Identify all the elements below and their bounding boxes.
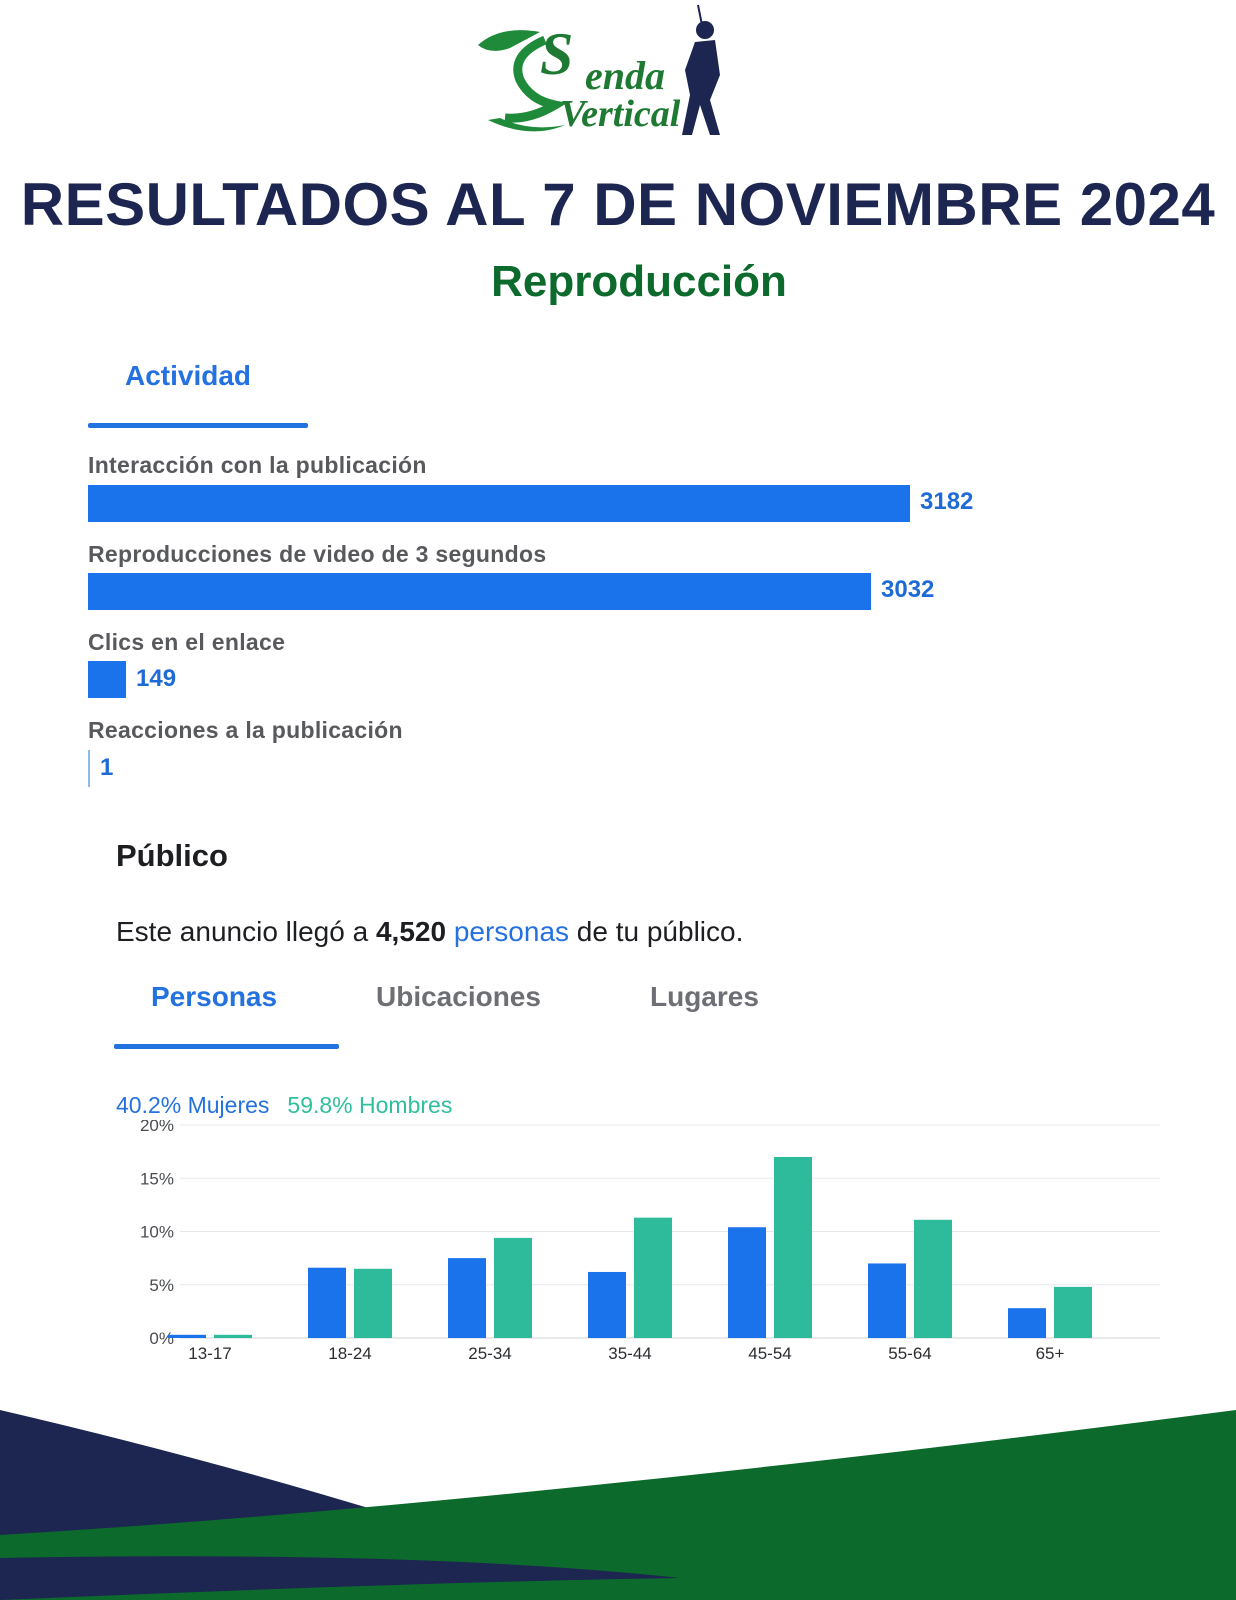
logo-line1: enda: [585, 53, 665, 98]
metric-bar-reproducciones: [88, 573, 871, 610]
tab-lugares[interactable]: Lugares: [650, 981, 759, 1012]
metric-value-clics: 149: [136, 665, 177, 692]
x-tick-label: 45-54: [748, 1344, 791, 1363]
gender-split: 40.2% Mujeres 59.8% Hombres: [116, 1092, 452, 1119]
reach-personas-link[interactable]: personas: [453, 916, 570, 947]
metric-value-interaccion: 3182: [920, 488, 974, 515]
reach-number: 4,520: [375, 916, 447, 947]
metric-bar-reacciones: [88, 750, 90, 787]
bar-mujeres-13-17: [168, 1334, 206, 1338]
y-tick-label: 20%: [140, 1120, 174, 1135]
reach-suffix: de tu público.: [576, 916, 744, 947]
bar-hombres-13-17: [214, 1334, 252, 1338]
bar-hombres-65+: [1054, 1286, 1092, 1338]
x-tick-label: 18-24: [328, 1344, 371, 1363]
x-tick-label: 13-17: [188, 1344, 231, 1363]
y-tick-label: 5%: [149, 1276, 174, 1295]
bar-hombres-45-54: [774, 1156, 812, 1338]
metric-bar-interaccion: [88, 485, 910, 522]
metric-bar-clics: [88, 661, 126, 698]
logo-line2: Vertical: [560, 93, 681, 135]
metric-label-interaccion: Interacción con la publicación: [88, 452, 427, 478]
women-percentage: 40.2% Mujeres: [116, 1092, 270, 1118]
x-tick-label: 35-44: [608, 1344, 651, 1363]
x-tick-label: 55-64: [888, 1344, 931, 1363]
page-subtitle: Reproducción: [491, 257, 787, 306]
bar-hombres-18-24: [354, 1268, 392, 1338]
metric-label-reacciones: Reacciones a la publicación: [88, 717, 403, 743]
bar-mujeres-25-34: [448, 1258, 486, 1338]
men-percentage: 59.8% Hombres: [287, 1092, 453, 1118]
reach-prefix: Este anuncio llegó a: [116, 916, 369, 947]
bar-hombres-35-44: [634, 1217, 672, 1338]
metric-value-reacciones: 1: [100, 754, 114, 781]
metric-label-clics: Clics en el enlace: [88, 629, 286, 655]
bar-mujeres-45-54: [728, 1227, 766, 1338]
bar-hombres-25-34: [494, 1237, 532, 1338]
age-gender-chart: 0% 5% 10% 15% 20% 13-17 18-24 25-34 35-44 45-54 55…: [140, 1120, 1160, 1363]
metric-value-reproducciones: 3032: [881, 576, 935, 603]
page-title: RESULTADOS AL 7 DE NOVIEMBRE 2024: [20, 171, 1216, 238]
logo-initial: S: [540, 21, 574, 87]
bar-mujeres-35-44: [588, 1271, 626, 1338]
bar-mujeres-18-24: [308, 1267, 346, 1338]
y-tick-label: 0%: [149, 1329, 174, 1348]
y-tick-label: 15%: [140, 1169, 174, 1188]
y-tick-label: 10%: [140, 1223, 174, 1242]
logo-graphic: [478, 4, 720, 135]
x-tick-label: 65+: [1036, 1344, 1065, 1363]
footer-waves: [0, 1410, 1236, 1600]
metric-label-reproducciones: Reproducciones de video de 3 segundos: [88, 541, 547, 567]
tab-personas-underline: [114, 1044, 339, 1049]
tab-ubicaciones[interactable]: Ubicaciones: [376, 981, 541, 1012]
bar-mujeres-65+: [1008, 1308, 1046, 1338]
tab-personas[interactable]: Personas: [151, 981, 278, 1012]
reach-text: Este anuncio llegó a 4,520 personas de t…: [116, 916, 743, 948]
audience-heading: Público: [116, 838, 228, 873]
bar-hombres-55-64: [914, 1219, 952, 1338]
senda-vertical-logo: S enda Vertical: [470, 0, 740, 150]
tab-actividad[interactable]: Actividad: [125, 360, 252, 391]
x-tick-label: 25-34: [468, 1344, 511, 1363]
tab-actividad-underline: [88, 423, 308, 428]
bar-mujeres-55-64: [868, 1263, 906, 1338]
